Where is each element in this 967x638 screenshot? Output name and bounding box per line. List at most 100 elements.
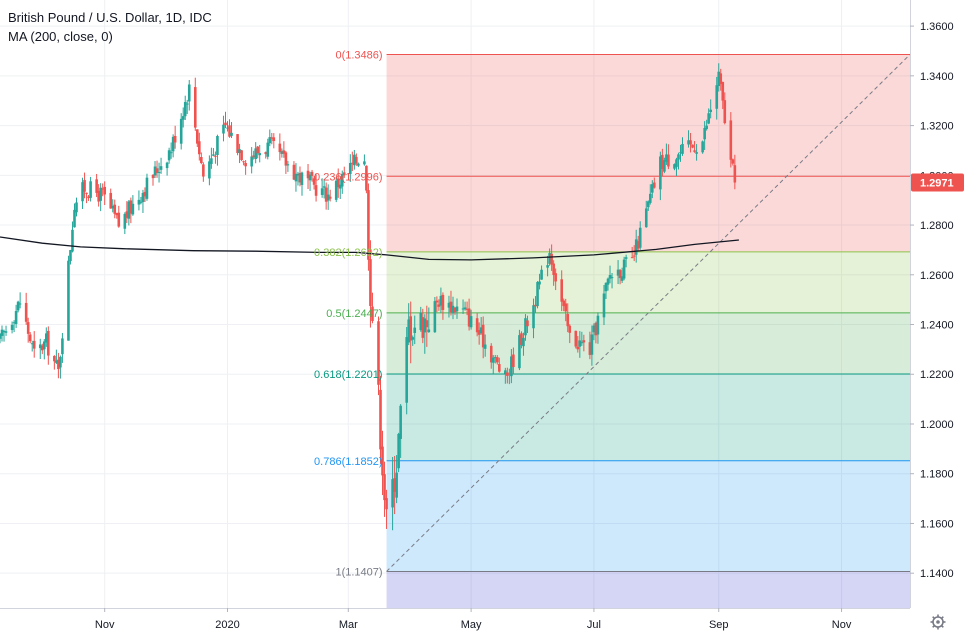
x-tick-label: Sep	[709, 619, 729, 631]
candle-body	[312, 178, 316, 185]
candle-body	[240, 150, 243, 161]
candle-body	[349, 163, 352, 175]
candle-body	[87, 196, 90, 199]
candle-body	[244, 162, 247, 167]
candle-body	[562, 300, 566, 307]
fib-level-label: 0(1.3486)	[335, 49, 382, 61]
candle-body	[419, 312, 423, 331]
candle-body	[85, 192, 88, 194]
candle-body	[212, 154, 215, 156]
candle-body	[659, 156, 662, 190]
candle-body	[576, 346, 580, 350]
candlestick-series	[0, 63, 737, 531]
candle-body	[719, 73, 723, 85]
candle-body	[634, 239, 638, 255]
candle-body	[0, 333, 2, 339]
fib-band	[386, 176, 910, 252]
candle-body	[377, 321, 380, 385]
candle-body	[99, 187, 102, 201]
candle-body	[580, 342, 584, 344]
candle-body	[292, 164, 296, 180]
candle-body	[222, 124, 225, 134]
candle-body	[270, 137, 274, 139]
x-tick-label: Jul	[587, 619, 601, 631]
candle-body	[53, 355, 56, 362]
candle-body	[32, 340, 36, 349]
candle-body	[512, 354, 515, 368]
candle-body	[89, 181, 92, 198]
candle-body	[423, 318, 427, 333]
y-tick-label: 1.1400	[920, 568, 954, 580]
candle-body	[115, 212, 119, 216]
fibonacci-retracement[interactable]	[386, 53, 911, 608]
fib-level-label: 0.236(1.2996)	[314, 171, 383, 183]
candle-body	[151, 174, 155, 179]
candle-body	[479, 327, 483, 334]
candle-body	[665, 154, 668, 162]
candle-body	[493, 357, 497, 359]
gear-icon-tooth	[940, 616, 944, 620]
candle-body	[610, 277, 614, 279]
candle-body	[157, 172, 161, 174]
fib-level-label: 1(1.1407)	[335, 566, 382, 578]
candle-body	[369, 259, 372, 306]
fibonacci-labels: 0(1.3486) 0.236(1.2996) 0.382(1.2692) 0.5(1…	[314, 49, 383, 578]
candle-body	[363, 161, 366, 165]
gear-icon[interactable]	[930, 614, 946, 630]
candle-body	[602, 293, 606, 318]
candle-body	[709, 109, 712, 113]
candle-body	[405, 337, 408, 403]
candle-body	[18, 303, 22, 305]
y-tick-label: 1.2200	[920, 369, 954, 381]
candle-body	[673, 164, 676, 169]
candle-body	[214, 155, 217, 157]
candle-body	[69, 250, 72, 262]
candle-body	[455, 306, 459, 312]
candle-body	[391, 479, 394, 508]
candle-body	[187, 84, 191, 102]
time-axis-background	[0, 608, 910, 638]
candle-body	[677, 154, 680, 160]
candle-body	[540, 269, 543, 280]
y-tick-label: 1.1800	[920, 469, 954, 481]
candle-body	[383, 474, 386, 501]
candle-body	[97, 190, 100, 202]
candle-body	[280, 151, 284, 154]
candle-body	[534, 304, 537, 307]
candle-body	[574, 330, 578, 347]
candle-body	[409, 316, 413, 341]
candle-body	[399, 405, 402, 439]
candle-body	[566, 314, 570, 327]
fib-band	[386, 54, 910, 177]
candle-body	[202, 164, 205, 177]
candle-body	[139, 201, 143, 203]
candle-body	[451, 305, 455, 314]
fib-band	[386, 251, 910, 313]
fib-level-label: 0.786(1.1852)	[314, 456, 383, 468]
candle-body	[441, 294, 445, 310]
candle-body	[171, 136, 175, 152]
candle-body	[101, 188, 104, 190]
candle-body	[59, 356, 62, 368]
candle-body	[216, 136, 219, 155]
candle-body	[155, 168, 159, 173]
last-price-badge	[911, 173, 964, 192]
candle-body	[83, 180, 86, 192]
candle-body	[371, 306, 374, 322]
candle-body	[61, 338, 64, 355]
candle-body	[449, 301, 453, 313]
candle-body	[693, 150, 696, 152]
candle-body	[606, 278, 610, 285]
candle-body	[258, 153, 262, 156]
candle-body	[546, 265, 549, 268]
candle-body	[596, 315, 600, 335]
candle-body	[681, 144, 684, 154]
fib-level-label: 0.618(1.2201)	[314, 369, 383, 381]
candle-body	[646, 201, 650, 208]
candle-body	[113, 204, 117, 214]
y-tick-label: 1.2000	[920, 419, 954, 431]
candle-body	[103, 186, 106, 195]
candle-body	[437, 304, 441, 307]
candle-body	[181, 116, 185, 120]
